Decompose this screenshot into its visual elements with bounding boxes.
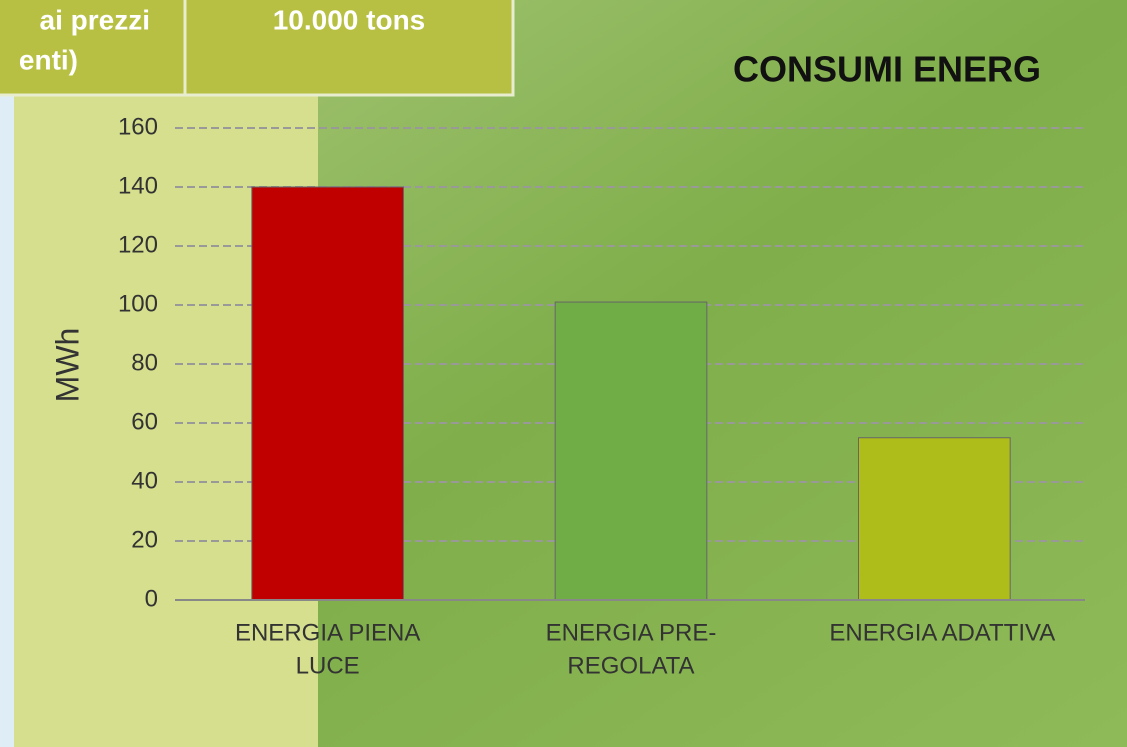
bar	[858, 437, 1011, 601]
y-tick-label: 60	[131, 408, 158, 435]
y-axis-label: MWh	[49, 328, 85, 403]
table: ai prezzi enti) 10.000 tons	[0, 0, 515, 97]
table-text: 10.000 tons	[273, 4, 426, 35]
x-tick-label: ENERGIA PIENA	[235, 619, 420, 646]
y-tick-label: 20	[131, 526, 158, 553]
x-tick-label: LUCE	[296, 652, 360, 679]
bar	[554, 301, 708, 601]
y-tick-label: 140	[118, 172, 158, 199]
x-tick-label: ENERGIA PRE-	[546, 619, 717, 646]
y-tick-label: 40	[131, 467, 158, 494]
y-tick-label: 120	[118, 231, 158, 258]
y-tick-label: 160	[118, 113, 158, 140]
x-tick-label: ENERGIA ADATTIVA	[829, 619, 1055, 646]
table-text: enti)	[19, 44, 78, 75]
y-tick-label: 80	[131, 349, 158, 376]
table-cell	[183, 0, 515, 97]
y-tick-label: 0	[145, 585, 158, 612]
chart-title: CONSUMI ENERG	[733, 49, 1041, 90]
bar	[251, 186, 404, 601]
table-text: ai prezzi	[40, 4, 150, 35]
table-cell	[0, 0, 187, 97]
y-tick-label: 100	[118, 290, 158, 317]
x-tick-label: REGOLATA	[567, 652, 694, 679]
